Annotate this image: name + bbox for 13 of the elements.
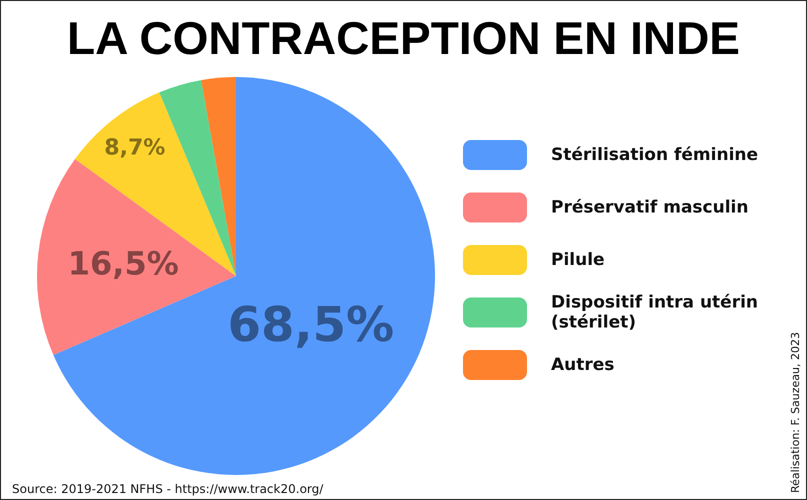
- data-label: 8,7%: [104, 136, 166, 161]
- legend-label: Autres: [551, 355, 614, 375]
- pie-slice: [201, 77, 236, 276]
- legend-label: Pilule: [551, 250, 605, 270]
- source-note: Source: 2019-2021 NFHS - https://www.track20.org/: [12, 482, 324, 496]
- legend-label: Préservatif masculin: [551, 198, 748, 218]
- text: Réalisation: F. Sauzeau, 2023: [789, 332, 802, 493]
- data-label: 16,5%: [68, 244, 179, 283]
- chart-title: LA CONTRACEPTION EN INDE: [67, 12, 740, 64]
- legend-label: Stérilisation féminine: [551, 145, 758, 165]
- data-label: 68,5%: [228, 297, 394, 354]
- legend-label: Dispositif intra utérin (stérilet): [551, 292, 758, 332]
- pie-slice: [53, 77, 435, 475]
